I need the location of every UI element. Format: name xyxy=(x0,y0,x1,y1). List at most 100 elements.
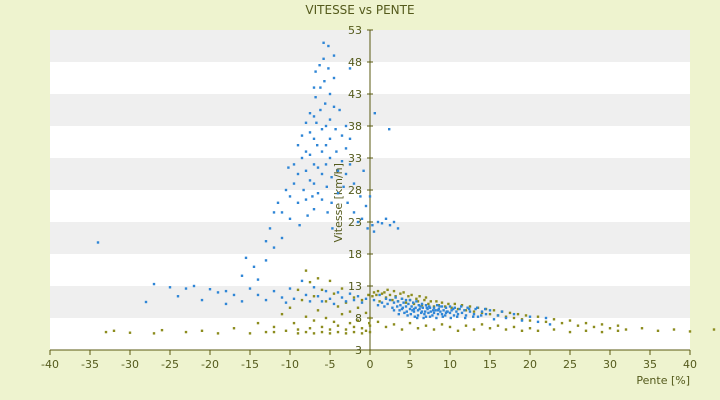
data-point xyxy=(384,217,388,220)
data-point xyxy=(384,296,388,299)
data-point xyxy=(312,137,316,140)
data-point xyxy=(416,316,419,320)
data-point xyxy=(399,292,402,295)
data-point xyxy=(272,211,276,214)
x-tick-label: -40 xyxy=(41,358,59,371)
data-point xyxy=(466,306,469,309)
data-point xyxy=(412,302,416,306)
data-point xyxy=(330,201,333,204)
data-point xyxy=(424,315,428,318)
data-point xyxy=(348,292,352,295)
data-point xyxy=(308,280,312,284)
data-point xyxy=(447,302,450,306)
data-point xyxy=(373,112,376,115)
data-point xyxy=(280,236,284,240)
data-point xyxy=(435,300,438,303)
x-tick-label: 5 xyxy=(407,358,414,371)
data-point xyxy=(292,321,296,325)
data-point xyxy=(402,301,405,304)
data-point xyxy=(432,305,436,308)
data-point xyxy=(504,328,508,331)
data-point xyxy=(437,304,440,307)
data-point xyxy=(439,310,442,313)
data-point xyxy=(320,128,324,131)
data-point xyxy=(440,301,444,304)
data-point xyxy=(427,302,430,306)
data-point xyxy=(560,321,564,325)
data-point xyxy=(453,306,456,309)
data-point xyxy=(327,44,330,48)
data-point xyxy=(429,310,432,313)
data-point xyxy=(520,319,524,322)
data-point xyxy=(396,300,400,303)
data-point xyxy=(152,282,156,286)
data-point xyxy=(320,330,324,334)
data-point xyxy=(312,163,316,166)
data-point xyxy=(336,305,340,308)
data-point xyxy=(320,300,324,303)
data-point xyxy=(412,301,415,304)
data-point xyxy=(268,227,272,230)
data-point xyxy=(314,96,317,99)
data-point xyxy=(296,144,300,147)
data-point xyxy=(401,306,404,309)
x-tick-label: -15 xyxy=(241,358,259,371)
data-point xyxy=(450,309,453,312)
data-point xyxy=(264,298,268,302)
data-point xyxy=(308,153,312,156)
data-point xyxy=(328,137,332,140)
data-point xyxy=(536,320,540,324)
y-tick-label: 43 xyxy=(348,88,362,101)
data-point xyxy=(536,329,540,332)
data-point xyxy=(224,289,228,293)
data-point xyxy=(456,329,460,332)
data-point xyxy=(460,305,463,308)
data-point xyxy=(340,296,344,299)
data-point xyxy=(407,295,410,298)
data-point xyxy=(328,328,332,331)
data-point xyxy=(312,182,316,185)
data-point xyxy=(584,321,588,325)
data-point xyxy=(512,316,516,320)
data-point xyxy=(472,315,475,318)
data-point xyxy=(346,201,349,204)
y-tick-label: 3 xyxy=(355,344,362,357)
data-point xyxy=(344,301,348,304)
data-point xyxy=(336,291,340,294)
data-point xyxy=(356,319,360,322)
data-point xyxy=(348,137,352,140)
data-point xyxy=(168,286,172,289)
data-point xyxy=(184,287,188,290)
data-point xyxy=(256,293,260,297)
data-point xyxy=(480,323,484,326)
data-point xyxy=(368,330,372,334)
data-point xyxy=(328,297,332,300)
data-point xyxy=(441,315,444,318)
data-point xyxy=(432,328,436,331)
data-point xyxy=(360,327,364,330)
data-point xyxy=(400,297,404,300)
data-point xyxy=(308,179,312,182)
data-point xyxy=(336,169,340,172)
data-point xyxy=(378,300,381,303)
data-point xyxy=(340,160,344,163)
data-point xyxy=(420,310,424,313)
data-point xyxy=(232,293,236,297)
data-point xyxy=(552,318,556,321)
data-point xyxy=(312,332,316,335)
data-point xyxy=(366,227,369,230)
x-tick-label: 10 xyxy=(443,358,457,371)
data-point xyxy=(474,307,477,311)
data-point xyxy=(296,288,300,292)
data-point xyxy=(600,323,604,326)
y-tick-label: 13 xyxy=(348,280,362,293)
data-point xyxy=(304,198,308,201)
data-point xyxy=(335,150,338,153)
data-point xyxy=(312,286,316,289)
data-point xyxy=(464,324,468,327)
data-point xyxy=(484,312,488,316)
data-point xyxy=(476,306,479,309)
data-point xyxy=(352,330,356,334)
data-point xyxy=(416,300,420,303)
